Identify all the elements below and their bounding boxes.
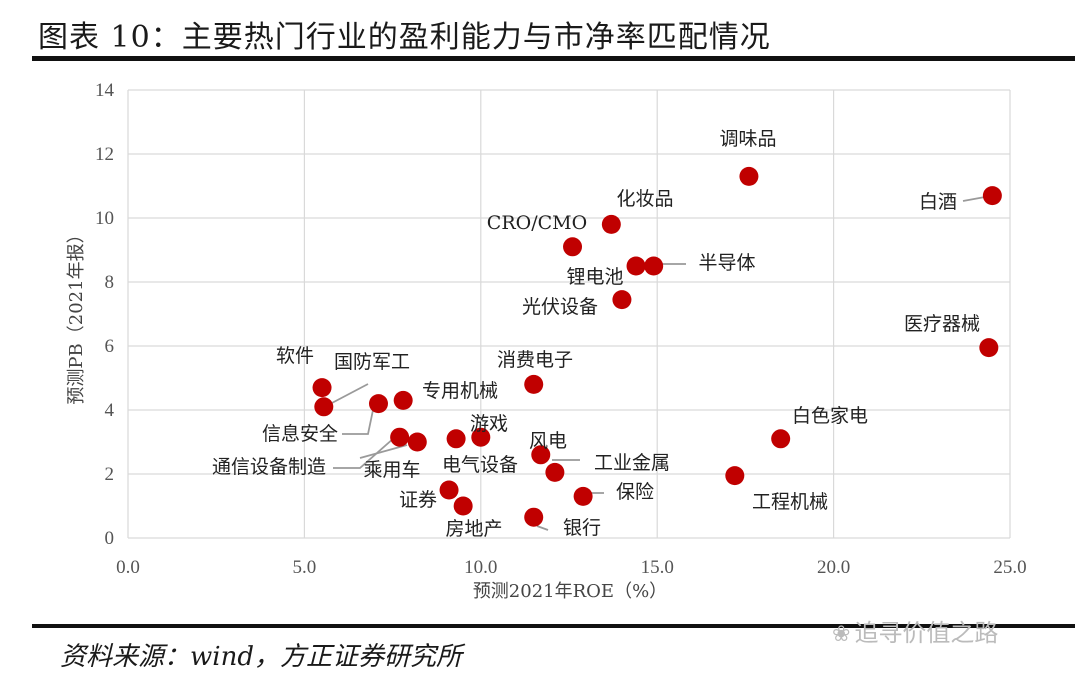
wechat-icon: ❀ — [832, 622, 851, 647]
point-label: 通信设备制造 — [212, 456, 326, 478]
label-leader-line — [329, 383, 369, 405]
data-point — [573, 486, 593, 506]
label-leader-line — [536, 525, 549, 531]
watermark: ❀ 追寻价值之路 — [832, 613, 998, 648]
point-label: 调味品 — [719, 128, 776, 150]
y-axis-ticks: 0 2 4 6 8 10 12 14 — [95, 80, 115, 549]
data-point — [644, 256, 664, 276]
label-leader-line — [359, 444, 408, 459]
grid-lines — [127, 89, 1011, 539]
point-label: 保险 — [616, 481, 654, 503]
point-label: 电气设备 — [442, 454, 518, 476]
point-label: 医疗器械 — [904, 313, 980, 335]
x-axis-title: 预测2021年ROE（%） — [473, 581, 667, 602]
point-label: 光伏设备 — [522, 296, 598, 318]
data-point — [531, 445, 551, 465]
point-label: 房地产 — [445, 518, 502, 540]
point-label: 白酒 — [919, 191, 957, 213]
y-tick-label: 4 — [105, 400, 115, 421]
point-label: 锂电池 — [566, 266, 623, 288]
data-point — [446, 429, 466, 449]
source-note: 资料来源：wind，方正证券研究所 — [60, 642, 462, 672]
point-label: 工业金属 — [594, 452, 670, 474]
title-divider — [32, 56, 1075, 61]
point-label: 白色家电 — [792, 405, 868, 427]
y-tick-label: 8 — [105, 272, 115, 293]
x-axis-ticks: 0.0 5.0 10.0 15.0 20.0 25.0 — [116, 557, 1027, 578]
label-leader-line — [333, 437, 395, 469]
point-label: 专用机械 — [422, 380, 498, 402]
data-point — [407, 432, 427, 452]
point-label: CRO/CMO — [487, 212, 587, 234]
data-point — [771, 429, 791, 449]
label-leader-line — [342, 409, 374, 435]
data-point — [563, 237, 583, 257]
point-label: 证券 — [399, 489, 437, 511]
data-point — [453, 496, 473, 516]
y-tick-label: 10 — [95, 208, 114, 229]
data-point — [393, 390, 413, 410]
point-label: 软件 — [276, 345, 314, 367]
point-label: 信息安全 — [262, 423, 338, 445]
point-label: 游戏 — [470, 413, 508, 435]
y-tick-label: 2 — [105, 464, 115, 485]
x-tick-label: 10.0 — [464, 557, 497, 578]
point-label: 化妆品 — [616, 188, 673, 210]
x-tick-label: 5.0 — [293, 557, 317, 578]
x-tick-label: 25.0 — [993, 557, 1026, 578]
data-point — [979, 338, 999, 358]
label-leader-line — [962, 196, 986, 202]
data-point — [626, 256, 646, 276]
y-tick-label: 14 — [95, 80, 115, 101]
source-divider — [32, 624, 1075, 628]
data-point — [312, 378, 332, 398]
data-point — [982, 186, 1002, 206]
point-label: 工程机械 — [752, 491, 828, 513]
page-title: 图表 10：主要热门行业的盈利能力与市净率匹配情况 — [38, 20, 771, 55]
data-point — [601, 214, 621, 234]
x-tick-label: 0.0 — [116, 557, 140, 578]
data-point — [439, 480, 459, 500]
point-label: 消费电子 — [497, 349, 573, 371]
y-tick-label: 6 — [105, 336, 115, 357]
data-point — [545, 462, 565, 482]
x-tick-label: 15.0 — [641, 557, 674, 578]
y-axis-title: 预测PB（2021年报） — [66, 225, 87, 404]
data-point — [524, 374, 544, 394]
data-point — [390, 427, 410, 447]
data-point — [368, 394, 388, 414]
y-tick-label: 12 — [95, 144, 114, 165]
point-label: 银行 — [563, 517, 601, 539]
data-point — [471, 427, 491, 447]
data-point — [314, 397, 334, 417]
data-point — [612, 290, 632, 310]
data-point — [524, 507, 544, 527]
watermark-text: 追寻价值之路 — [854, 619, 999, 647]
data-points — [312, 166, 1002, 527]
data-point — [739, 166, 759, 186]
point-label: 国防军工 — [334, 351, 410, 373]
point-label: 半导体 — [698, 252, 755, 274]
point-label: 乘用车 — [363, 459, 420, 481]
y-tick-label: 0 — [105, 528, 115, 549]
point-label: 风电 — [529, 430, 567, 452]
data-point — [725, 466, 745, 486]
x-tick-label: 20.0 — [817, 557, 850, 578]
scatter-chart: 0 2 4 6 8 10 12 14 0.0 5.0 10.0 15.0 20.0 25.0 白酒 调味品… — [66, 80, 1027, 602]
